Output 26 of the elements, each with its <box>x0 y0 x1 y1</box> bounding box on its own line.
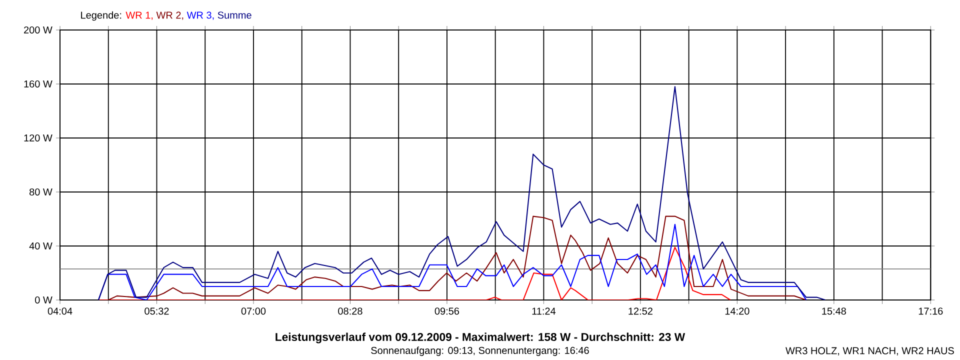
x-tick-label: 17:16 <box>918 308 943 315</box>
y-tick-label: 0 W <box>35 296 52 304</box>
text: WR3 HOLZ, WR1 NACH, WR2 HAUS <box>786 347 954 356</box>
x-tick-label: 07:00 <box>241 308 266 315</box>
x-tick-label: 12:52 <box>628 308 652 315</box>
x-tick-label: 11:24 <box>532 308 556 315</box>
y-tick-label: 80 W <box>30 188 52 196</box>
y-tick-label: 160 W <box>24 80 52 88</box>
legend-title: Legende: <box>81 11 122 21</box>
text: Summe <box>218 12 252 19</box>
y-tick-label: 40 W <box>29 242 52 250</box>
text: WR 2, <box>156 12 184 20</box>
text: WR 1, <box>126 12 153 20</box>
text: WR 3, <box>186 12 214 20</box>
x-tick-label: 04:04 <box>48 308 72 315</box>
x-tick-label: 05:32 <box>144 308 169 315</box>
line-series <box>98 86 826 300</box>
x-tick-label: 09:56 <box>434 308 460 315</box>
x-tick-label: 15:48 <box>822 308 846 315</box>
x-tick-label: 14:20 <box>725 308 750 315</box>
line-series <box>98 246 731 300</box>
y-tick-label: 120 W <box>24 134 52 142</box>
text: Leistungsverlauf vom 09.12.2009 - Maximalwert: 158 W - Durchschnitt: 23 W <box>276 332 686 344</box>
x-tick-label: 08:28 <box>338 308 362 315</box>
y-tick-label: 200 W <box>24 26 52 34</box>
text: Sonnenaufgang: 09:13, Sonnenuntergang: 16:46 <box>371 346 589 356</box>
